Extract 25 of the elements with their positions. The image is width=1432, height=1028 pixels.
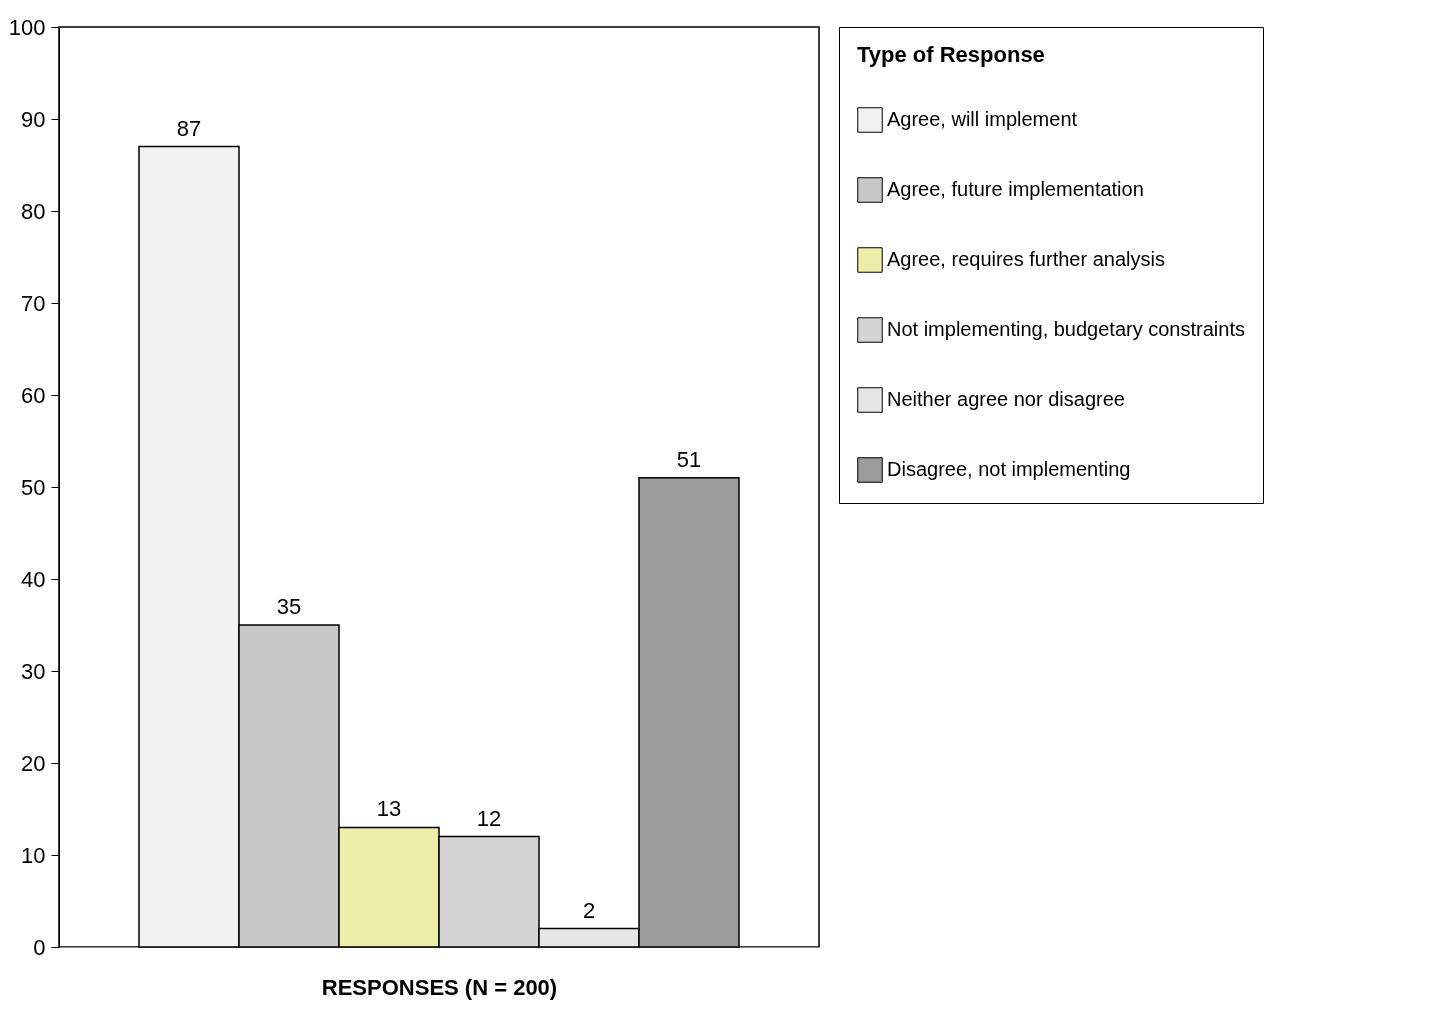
data-label: 2 <box>582 897 596 923</box>
data-label: 87 <box>176 115 202 141</box>
legend-label: Not implementing, budgetary constraints <box>887 318 1245 340</box>
legend-label: Disagree, not implementing <box>887 458 1131 480</box>
y-tick-label: 30 <box>21 658 46 684</box>
legend-label: Agree, requires further analysis <box>887 248 1165 270</box>
y-tick-label: 100 <box>8 14 46 40</box>
y-tick-label: 60 <box>21 382 46 408</box>
y-tick-label: 70 <box>21 290 46 316</box>
legend-label: Agree, will implement <box>887 108 1078 130</box>
y-tick-label: 80 <box>21 198 46 224</box>
data-label: 13 <box>376 796 402 822</box>
legend-label: Agree, future implementation <box>887 178 1144 200</box>
y-tick-label: 0 <box>33 934 46 960</box>
y-tick-label: 90 <box>21 106 46 132</box>
data-label: 35 <box>276 594 302 619</box>
y-tick-label: 50 <box>21 474 46 500</box>
y-tick-label: 40 <box>21 566 46 592</box>
legend-label: Neither agree nor disagree <box>887 388 1125 410</box>
y-tick-label: 20 <box>21 750 46 776</box>
data-label: 12 <box>476 805 502 831</box>
data-label: 51 <box>676 446 702 472</box>
legend-title: Type of Response <box>857 42 1045 67</box>
y-tick-label: 10 <box>21 842 46 868</box>
x-axis-title: RESPONSES (N = 200) <box>321 974 558 1000</box>
